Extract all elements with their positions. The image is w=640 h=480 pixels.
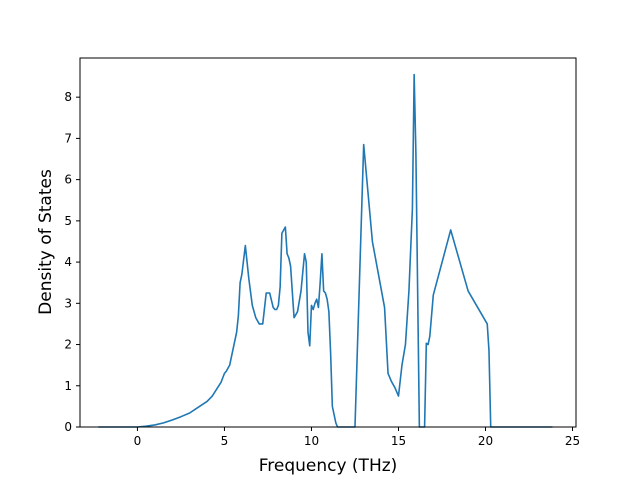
plot-area <box>79 57 577 428</box>
x-axis-label: Frequency (THz) <box>259 456 398 476</box>
x-tick-label: 20 <box>478 434 493 448</box>
axes-frame <box>79 57 577 428</box>
x-axis-ticks: 0 5 10 15 20 25 <box>134 427 580 448</box>
y-tick-label: 4 <box>64 255 72 269</box>
x-tick-label: 5 <box>221 434 229 448</box>
y-tick-label: 6 <box>64 173 72 187</box>
y-tick-label: 1 <box>64 379 72 393</box>
y-tick-label: 0 <box>64 420 72 434</box>
x-tick-label: 15 <box>391 434 406 448</box>
y-tick-label: 5 <box>64 214 72 228</box>
dos-series-line-0 <box>98 73 553 428</box>
x-tick-label: 0 <box>134 434 142 448</box>
y-tick-label: 8 <box>64 90 72 104</box>
y-tick-label: 3 <box>64 296 72 310</box>
y-tick-label: 2 <box>64 338 72 352</box>
y-axis-label: Density of States <box>36 169 56 315</box>
y-axis-ticks: 0 1 2 3 4 5 6 7 8 <box>64 90 80 434</box>
x-tick-label: 25 <box>565 434 580 448</box>
x-tick-label: 10 <box>304 434 319 448</box>
y-tick-label: 7 <box>64 131 72 145</box>
